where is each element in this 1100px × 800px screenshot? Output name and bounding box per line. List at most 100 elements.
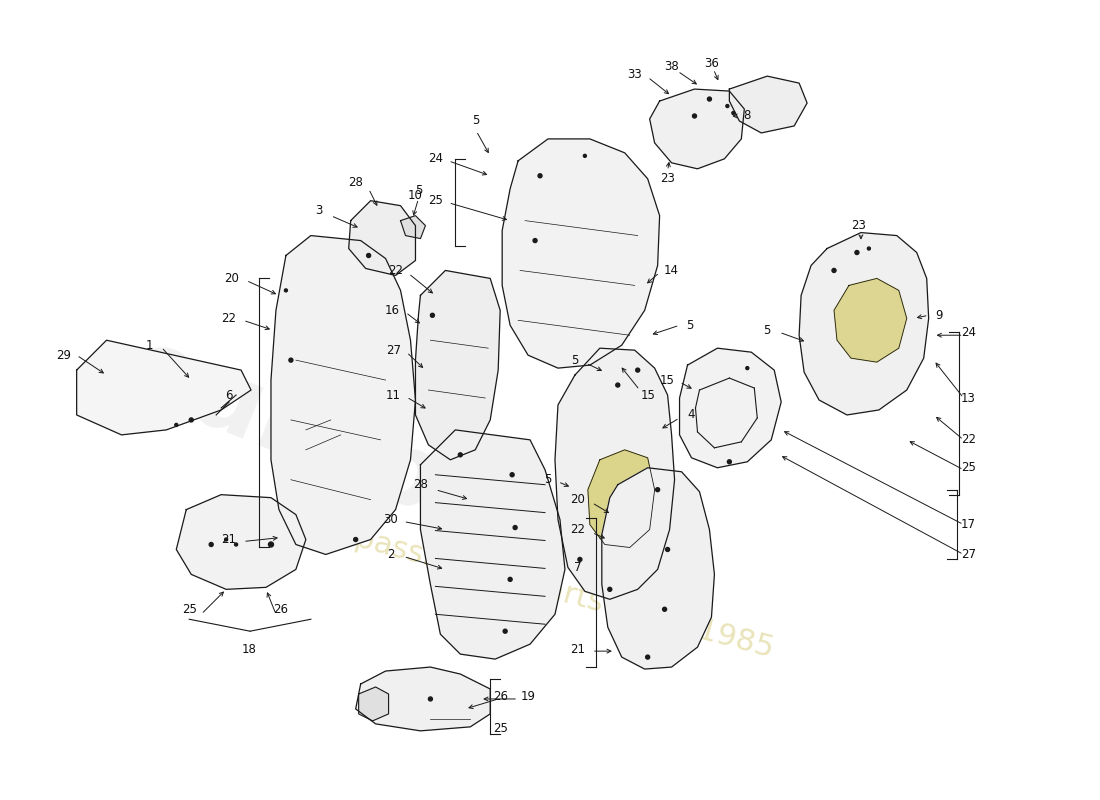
Text: 5: 5 — [415, 184, 422, 198]
Text: 28: 28 — [412, 478, 428, 491]
Text: 13: 13 — [961, 391, 976, 405]
Circle shape — [366, 254, 371, 258]
Polygon shape — [587, 450, 654, 547]
Text: 25: 25 — [182, 602, 197, 616]
Circle shape — [175, 423, 178, 426]
Circle shape — [534, 238, 537, 242]
Text: 10: 10 — [408, 190, 422, 202]
Text: 23: 23 — [660, 172, 675, 186]
Polygon shape — [834, 278, 906, 362]
Circle shape — [707, 97, 712, 101]
Polygon shape — [176, 494, 306, 590]
Text: 22: 22 — [221, 312, 236, 325]
Text: 36: 36 — [704, 57, 719, 70]
Text: 22: 22 — [961, 434, 976, 446]
Polygon shape — [680, 348, 781, 468]
Circle shape — [578, 558, 582, 562]
Polygon shape — [556, 348, 674, 599]
Text: 29: 29 — [56, 349, 72, 362]
Circle shape — [459, 453, 462, 457]
Text: 1: 1 — [145, 338, 153, 352]
Text: 14: 14 — [664, 264, 679, 277]
Text: 15: 15 — [660, 374, 675, 386]
Text: 2: 2 — [387, 548, 394, 561]
Circle shape — [189, 418, 194, 422]
Circle shape — [209, 542, 213, 546]
Circle shape — [732, 111, 735, 114]
Circle shape — [430, 314, 434, 318]
Polygon shape — [420, 430, 565, 659]
Circle shape — [746, 366, 749, 370]
Text: 23: 23 — [851, 219, 867, 232]
Text: a passion for parts since 1985: a passion for parts since 1985 — [323, 516, 777, 663]
Text: 5: 5 — [544, 474, 552, 486]
Text: 21: 21 — [221, 533, 236, 546]
Text: 5: 5 — [685, 318, 693, 332]
Text: 30: 30 — [383, 513, 398, 526]
Circle shape — [636, 368, 640, 372]
Polygon shape — [799, 233, 928, 415]
Circle shape — [428, 697, 432, 701]
Text: 9: 9 — [935, 309, 943, 322]
Text: 20: 20 — [571, 493, 585, 506]
Text: 17: 17 — [961, 518, 976, 531]
Circle shape — [662, 607, 667, 611]
Text: 26: 26 — [274, 602, 288, 616]
Circle shape — [503, 630, 507, 633]
Circle shape — [726, 105, 729, 107]
Circle shape — [583, 154, 586, 158]
Text: 18: 18 — [242, 642, 256, 656]
Text: 33: 33 — [627, 68, 642, 81]
Text: 8: 8 — [744, 110, 751, 122]
Circle shape — [855, 250, 859, 254]
Text: 27: 27 — [961, 548, 976, 561]
Polygon shape — [355, 667, 491, 731]
Circle shape — [513, 526, 517, 530]
Circle shape — [508, 578, 513, 582]
Text: 22: 22 — [388, 264, 403, 277]
Polygon shape — [77, 340, 251, 435]
Text: 24: 24 — [961, 326, 976, 338]
Circle shape — [608, 587, 612, 591]
Circle shape — [666, 547, 670, 551]
Text: 25: 25 — [428, 194, 443, 207]
Text: 24: 24 — [428, 152, 443, 166]
Text: 5: 5 — [571, 354, 579, 366]
Circle shape — [268, 542, 274, 547]
Circle shape — [538, 174, 542, 178]
Text: 27: 27 — [386, 344, 402, 357]
Text: 5: 5 — [473, 114, 480, 127]
Text: 21: 21 — [571, 642, 585, 656]
Circle shape — [832, 269, 836, 273]
Circle shape — [224, 538, 228, 541]
Circle shape — [616, 383, 619, 387]
Text: 4: 4 — [688, 409, 695, 422]
Text: 26: 26 — [493, 690, 508, 703]
Circle shape — [693, 114, 696, 118]
Polygon shape — [271, 235, 416, 554]
Polygon shape — [650, 89, 745, 169]
Text: 38: 38 — [664, 60, 679, 73]
Polygon shape — [349, 201, 416, 275]
Text: 6: 6 — [226, 389, 233, 402]
Circle shape — [868, 247, 870, 250]
Circle shape — [289, 358, 293, 362]
Polygon shape — [359, 687, 388, 721]
Polygon shape — [503, 139, 660, 368]
Text: 11: 11 — [386, 389, 402, 402]
Text: 28: 28 — [349, 176, 363, 190]
Circle shape — [285, 289, 287, 292]
Text: 25: 25 — [493, 722, 507, 735]
Polygon shape — [416, 270, 500, 460]
Circle shape — [510, 473, 514, 477]
Text: europârtes: europârtes — [113, 317, 727, 643]
Text: 22: 22 — [571, 523, 585, 536]
Circle shape — [234, 543, 238, 546]
Polygon shape — [602, 468, 714, 669]
Circle shape — [727, 460, 732, 464]
Text: 7: 7 — [574, 561, 582, 574]
Text: 3: 3 — [315, 204, 322, 217]
Text: 25: 25 — [961, 462, 976, 474]
Text: 19: 19 — [520, 690, 536, 703]
Text: 16: 16 — [385, 304, 400, 317]
